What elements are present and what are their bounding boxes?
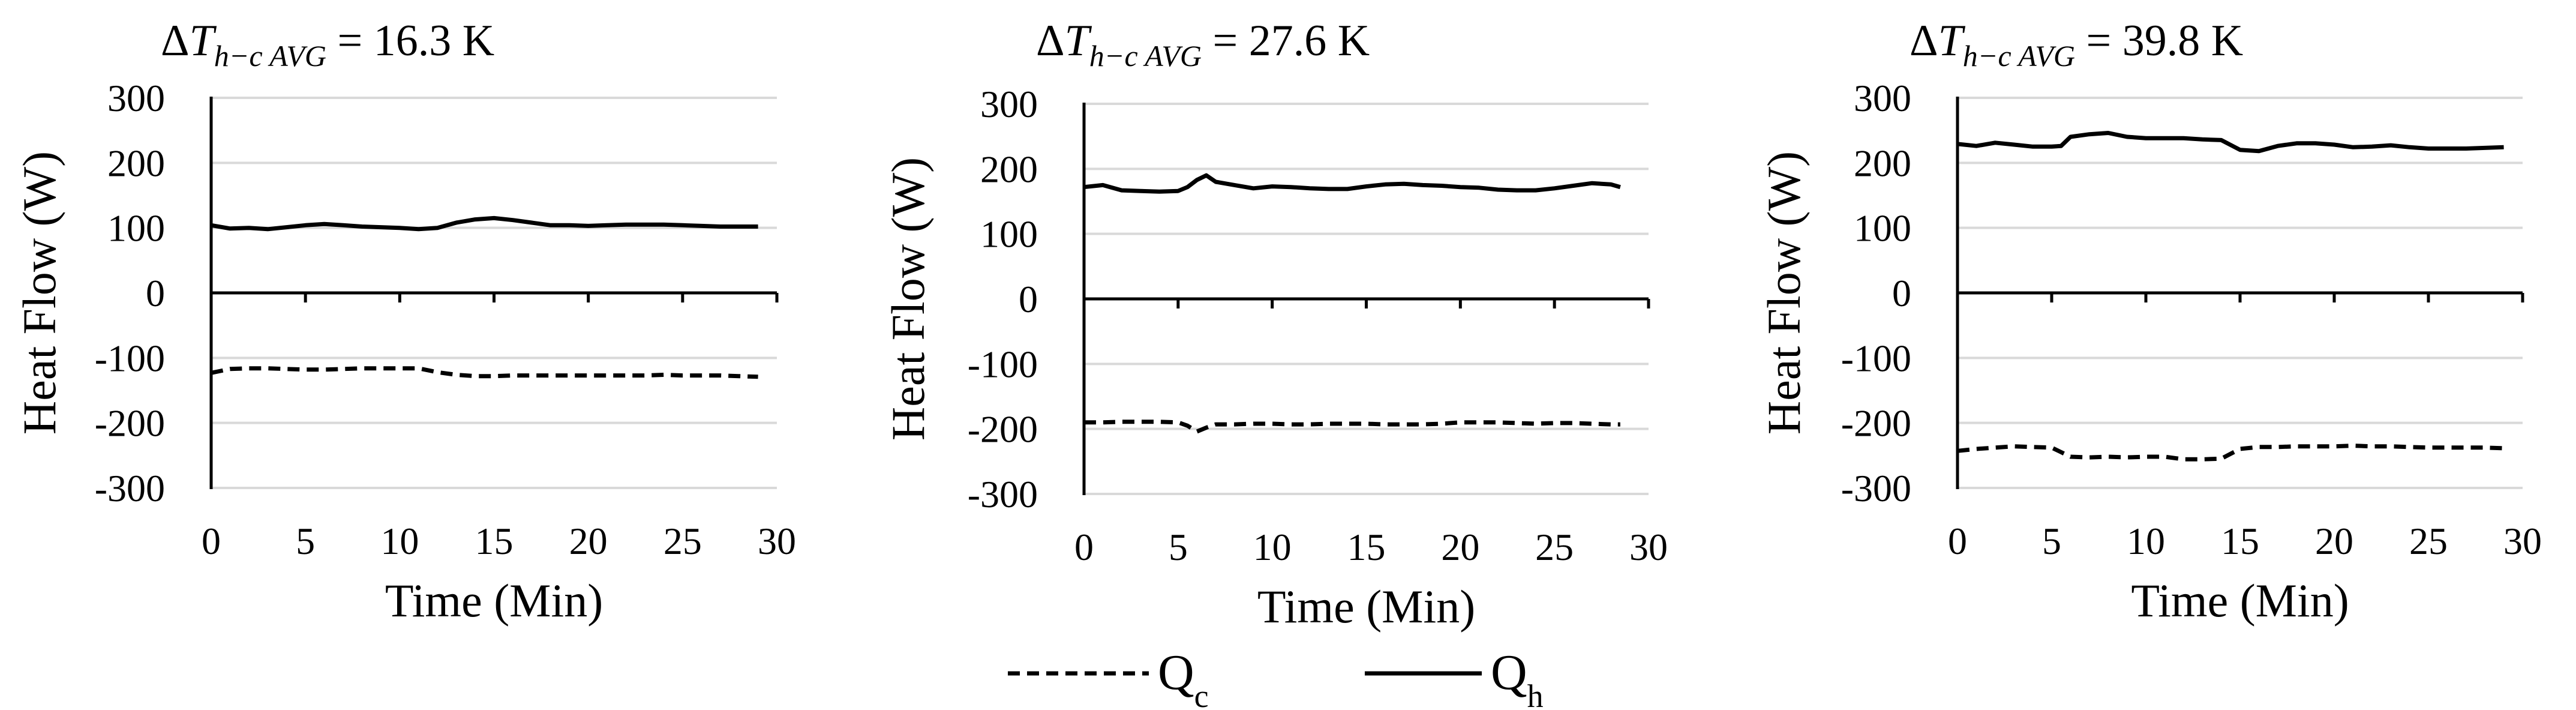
y-tick-label: 0 [146,272,165,314]
x-tick-label: 10 [1253,526,1292,568]
y-tick-label: -200 [1841,402,1911,445]
x-tick-label: 10 [2127,520,2165,562]
series-line-qc [211,366,758,379]
y-tick-label: 300 [980,83,1038,125]
x-tick-label: 30 [1629,526,1668,568]
y-tick-label: 0 [1892,272,1911,314]
legend: Qc Qh [1008,645,1544,710]
y-tick-label: 200 [980,148,1038,190]
x-tick-label: 30 [2503,520,2542,562]
x-tick-label: 25 [2409,520,2448,562]
x-tick-label: 15 [475,520,514,562]
x-tick-label: 5 [296,520,315,562]
x-tick-label: 20 [1441,526,1479,568]
y-axis-title: Heat Flow (W) [13,151,65,435]
series-line-qc [1084,420,1620,434]
chart-panel-2: 300 200 100 0 -100 -200 -300 0 5 10 15 20 25 30 Heat F… [882,16,1668,633]
x-tick-label: 0 [1074,526,1094,568]
y-tick-label: 300 [107,77,165,119]
y-axis-title: Heat Flow (W) [1758,151,1810,435]
y-axis-title: Heat Flow (W) [882,157,934,441]
y-tick-label: -300 [968,473,1038,516]
y-tick-label: 200 [1854,142,1911,184]
x-tick-label: 5 [2042,520,2061,562]
x-tick-label: 0 [1948,520,1967,562]
panel-title: ΔTh−c AVG = 16.3 K [161,16,494,73]
y-tick-label: -100 [968,343,1038,385]
x-tick-label: 20 [2315,520,2353,562]
panel-title: ΔTh−c AVG = 39.8 K [1910,16,2243,73]
y-tick-label: 200 [107,142,165,184]
y-tick-label: -200 [968,408,1038,451]
x-tick-label: 0 [202,520,221,562]
x-tick-label: 25 [1535,526,1574,568]
y-tick-label: 300 [1854,77,1911,119]
panel-title: ΔTh−c AVG = 27.6 K [1036,16,1370,73]
legend-qh-label: Qh [1491,645,1544,710]
y-tick-label: -200 [95,402,165,445]
y-tick-label: 100 [107,207,165,250]
series-line-qc [1957,444,2504,462]
x-tick-label: 20 [569,520,608,562]
x-tick-label: 25 [663,520,702,562]
y-tick-label: 0 [1019,278,1038,320]
x-axis-title: Time (Min) [2131,574,2349,627]
series-line-qh [1083,173,1621,194]
chart-panel-3: 300 200 100 0 -100 -200 -300 0 5 10 15 20 25 30 Heat F… [1758,16,2542,627]
x-tick-label: 15 [2221,520,2259,562]
x-axis-title: Time (Min) [1257,580,1475,633]
series-line-qh [211,215,758,232]
legend-qc-label: Qc [1158,645,1209,710]
y-tick-label: -100 [95,337,165,379]
x-axis-title: Time (Min) [385,574,603,627]
y-tick-label: -100 [1841,337,1911,379]
y-tick-label: 100 [1854,207,1911,250]
chart-panel-1: 300 200 100 0 -100 -200 -300 0 5 10 15 20 25 30 Heat F… [13,16,796,627]
series-line-qh [1957,131,2504,154]
x-tick-label: 10 [380,520,419,562]
x-tick-label: 5 [1169,526,1188,568]
x-tick-label: 15 [1347,526,1386,568]
y-tick-label: -300 [1841,467,1911,510]
y-tick-label: -300 [95,467,165,510]
y-tick-label: 100 [980,213,1038,256]
x-tick-label: 30 [758,520,796,562]
